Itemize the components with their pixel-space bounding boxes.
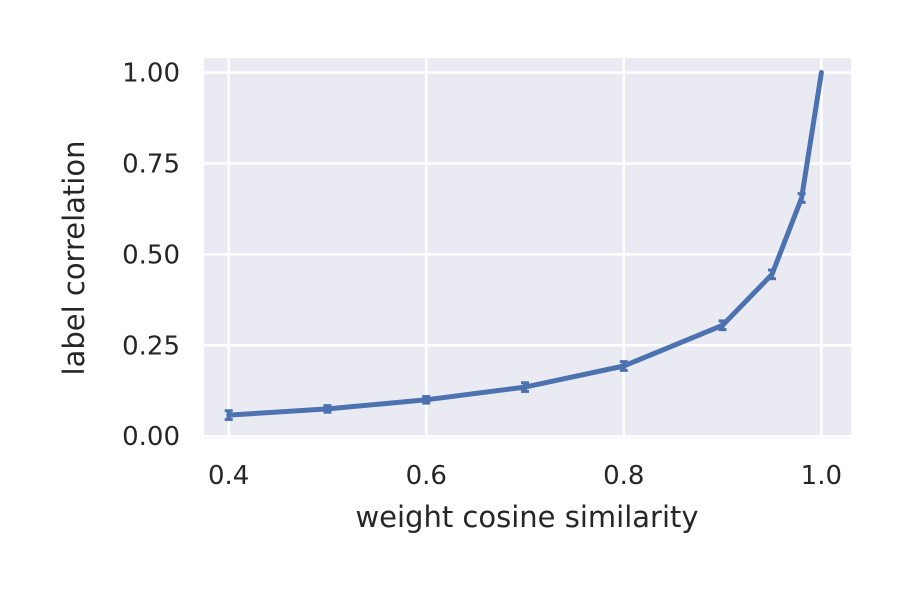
plot-background: [204, 58, 851, 438]
series-layer: [224, 70, 824, 421]
data-point: [718, 319, 727, 332]
data-point: [224, 409, 233, 421]
y-tick-label: 0.50: [122, 240, 180, 270]
data-point: [521, 381, 530, 393]
x-tick-label: 0.4: [208, 461, 249, 491]
x-gridlines: [227, 58, 823, 438]
data-point: [422, 395, 431, 405]
y-axis-label: label correlation: [57, 141, 91, 376]
x-axis-label: weight cosine similarity: [355, 500, 698, 534]
data-point: [323, 404, 332, 414]
x-tick-label: 0.8: [603, 461, 644, 491]
x-tick-label: 1.0: [801, 461, 842, 491]
y-tick-label: 0.25: [122, 331, 180, 361]
y-tick-labels: 0.00 0.25 0.50 0.75 1.00: [122, 59, 180, 453]
y-gridlines: [204, 71, 851, 438]
y-tick-label: 1.00: [122, 59, 180, 89]
x-tick-label: 0.6: [406, 461, 447, 491]
x-tick-labels: 0.4 0.6 0.8 1.0: [208, 461, 842, 491]
data-point: [797, 192, 806, 204]
data-point: [767, 268, 776, 281]
y-tick-label: 0.75: [122, 149, 180, 179]
data-point: [619, 360, 628, 372]
y-tick-label: 0.00: [122, 422, 180, 452]
